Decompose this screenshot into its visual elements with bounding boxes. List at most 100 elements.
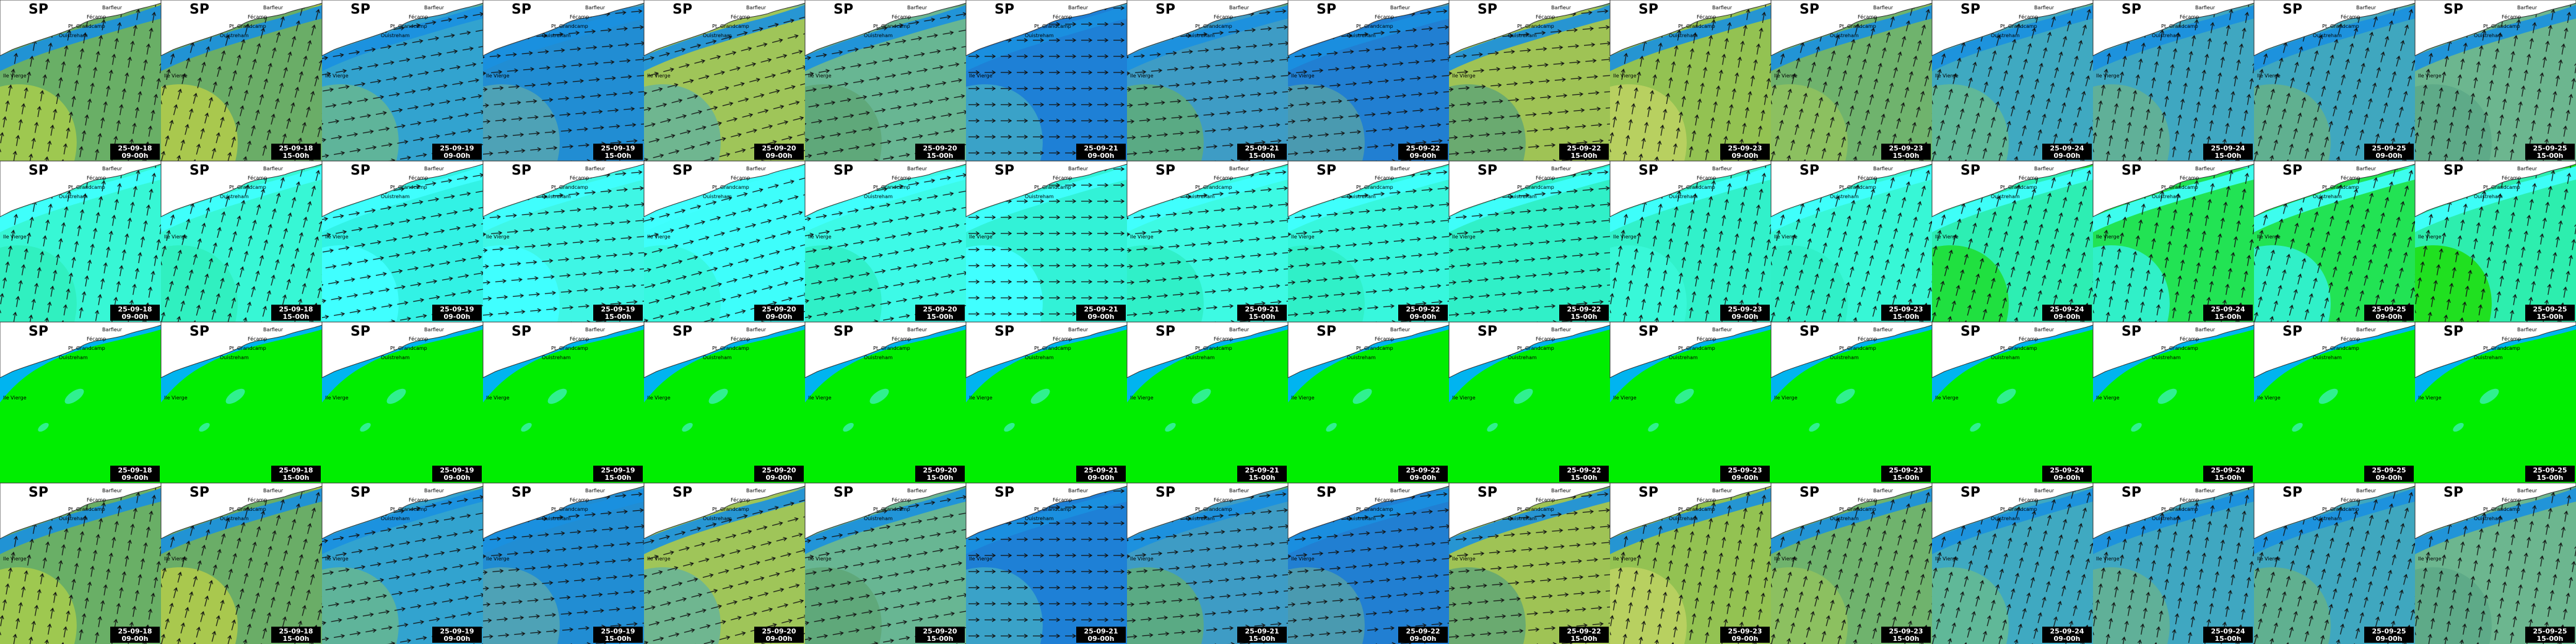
place-name: Fécamp bbox=[1697, 497, 1716, 503]
place-name: Ouistreham bbox=[1347, 516, 1376, 521]
tile-title: SP bbox=[350, 485, 370, 500]
shoal bbox=[1674, 388, 1694, 404]
map-tile: SP Barfleur Pt. Grandcamp Ouistreham Fécamp I… bbox=[2092, 321, 2255, 483]
time-label: 15-00h bbox=[926, 635, 953, 643]
tile-title: SP bbox=[28, 163, 48, 178]
tile-title: SP bbox=[1155, 324, 1175, 339]
date-box bbox=[1559, 466, 1609, 482]
place-name: Barfleur bbox=[2195, 488, 2216, 494]
place-name: Ouistreham bbox=[1991, 355, 2020, 360]
shoal bbox=[225, 388, 245, 404]
date-label: 25-09-24 bbox=[2211, 627, 2245, 635]
place-name: Fécamp bbox=[892, 14, 911, 20]
place-name: Ouistreham bbox=[703, 33, 732, 38]
place-name: Ouistreham bbox=[2474, 355, 2503, 360]
date-label: 25-09-20 bbox=[762, 305, 796, 313]
place-name: Fécamp bbox=[2019, 14, 2038, 20]
shoal bbox=[682, 422, 693, 432]
place-name: Fécamp bbox=[2341, 175, 2360, 181]
map-tile: SP Barfleur Pt. Grandcamp Ouistreham Fécamp I… bbox=[2092, 160, 2255, 322]
map-tile: SP Barfleur Pt. Grandcamp Ouistreham Fécamp I… bbox=[0, 321, 162, 483]
place-name: Barfleur bbox=[1551, 488, 1572, 494]
place-name: Barfleur bbox=[263, 166, 284, 172]
place-name: Ile Vierge bbox=[486, 556, 510, 562]
date-box bbox=[1881, 144, 1931, 160]
date-box bbox=[2042, 305, 2092, 321]
place-name: Ouistreham bbox=[542, 516, 571, 521]
time-label: 15-00h bbox=[2214, 474, 2241, 482]
place-name: Fécamp bbox=[1214, 497, 1233, 503]
place-name: Ile Vierge bbox=[1935, 234, 1959, 240]
shoal bbox=[1996, 388, 2016, 404]
place-name: Fécamp bbox=[2341, 336, 2360, 342]
tile-title: SP bbox=[1155, 163, 1175, 178]
shoal bbox=[2479, 388, 2499, 404]
date-box bbox=[754, 627, 804, 643]
place-name: Pt. Grandcamp bbox=[712, 185, 749, 190]
place-name: Fécamp bbox=[1858, 336, 1877, 342]
land bbox=[1609, 321, 1772, 378]
map-tile: SP Barfleur Pt. Grandcamp Ouistreham Fécamp I… bbox=[2253, 160, 2416, 322]
place-name: Fécamp bbox=[248, 497, 267, 503]
place-name: Pt. Grandcamp bbox=[390, 185, 427, 190]
place-name: Fécamp bbox=[892, 175, 911, 181]
place-name: Ile Vierge bbox=[1291, 234, 1315, 240]
place-name: Fécamp bbox=[2341, 497, 2360, 503]
date-box bbox=[1237, 144, 1287, 160]
place-name: Barfleur bbox=[2034, 166, 2055, 172]
place-name: Pt. Grandcamp bbox=[712, 507, 749, 512]
date-box bbox=[915, 305, 965, 321]
place-name: Fécamp bbox=[570, 14, 589, 20]
date-label: 25-09-18 bbox=[118, 627, 152, 635]
date-label: 25-09-18 bbox=[118, 305, 152, 313]
place-name: Pt. Grandcamp bbox=[551, 346, 588, 351]
date-box bbox=[1881, 466, 1931, 482]
place-name: Barfleur bbox=[2356, 488, 2377, 494]
place-name: Fécamp bbox=[2019, 497, 2038, 503]
place-name: Barfleur bbox=[1229, 166, 1250, 172]
place-name: Fécamp bbox=[1858, 497, 1877, 503]
place-name: Fécamp bbox=[570, 497, 589, 503]
map-tile: SP Barfleur Pt. Grandcamp Ouistreham Fécamp I… bbox=[160, 0, 323, 161]
time-label: 09-00h bbox=[2053, 152, 2080, 160]
land bbox=[1770, 482, 1933, 539]
tile-title: SP bbox=[1477, 324, 1497, 339]
time-label: 09-00h bbox=[121, 313, 148, 321]
time-label: 09-00h bbox=[443, 313, 470, 321]
date-box bbox=[593, 627, 643, 643]
map-tile: SP Barfleur Pt. Grandcamp Ouistreham Fécamp I… bbox=[1126, 321, 1289, 483]
land bbox=[1448, 0, 1611, 56]
tile-title: SP bbox=[511, 485, 531, 500]
tile-title: SP bbox=[1638, 324, 1658, 339]
date-label: 25-09-24 bbox=[2050, 144, 2084, 152]
date-label: 25-09-18 bbox=[279, 144, 313, 152]
date-box bbox=[1559, 305, 1609, 321]
time-label: 15-00h bbox=[1248, 152, 1275, 160]
date-box bbox=[2203, 305, 2253, 321]
land bbox=[1448, 160, 1611, 217]
land bbox=[1609, 0, 1772, 56]
time-label: 15-00h bbox=[1892, 313, 1919, 321]
time-label: 09-00h bbox=[2375, 474, 2402, 482]
shoal bbox=[843, 422, 854, 432]
place-name: Barfleur bbox=[585, 5, 606, 11]
place-name: Ile Vierge bbox=[1130, 234, 1154, 240]
map-tile: SP Barfleur Pt. Grandcamp Ouistreham Fécamp I… bbox=[1770, 0, 1933, 161]
date-label: 25-09-22 bbox=[1406, 144, 1440, 152]
land bbox=[2092, 482, 2255, 539]
tile-title: SP bbox=[2443, 324, 2463, 339]
time-label: 15-00h bbox=[604, 152, 631, 160]
place-name: Pt. Grandcamp bbox=[2161, 185, 2198, 190]
place-name: Ile Vierge bbox=[1613, 395, 1637, 401]
tile-title: SP bbox=[28, 324, 48, 339]
tile-title: SP bbox=[1155, 2, 1175, 17]
place-name: Ouistreham bbox=[2313, 194, 2342, 199]
map-tile: SP Barfleur Pt. Grandcamp Ouistreham Fécamp I… bbox=[1448, 0, 1611, 161]
place-name: Ouistreham bbox=[1025, 194, 1054, 199]
place-name: Ouistreham bbox=[1830, 33, 1859, 38]
place-name: Barfleur bbox=[746, 327, 767, 333]
place-name: Pt. Grandcamp bbox=[1034, 507, 1071, 512]
date-box bbox=[1720, 466, 1770, 482]
place-name: Fécamp bbox=[409, 175, 428, 181]
tile-title: SP bbox=[1477, 2, 1497, 17]
